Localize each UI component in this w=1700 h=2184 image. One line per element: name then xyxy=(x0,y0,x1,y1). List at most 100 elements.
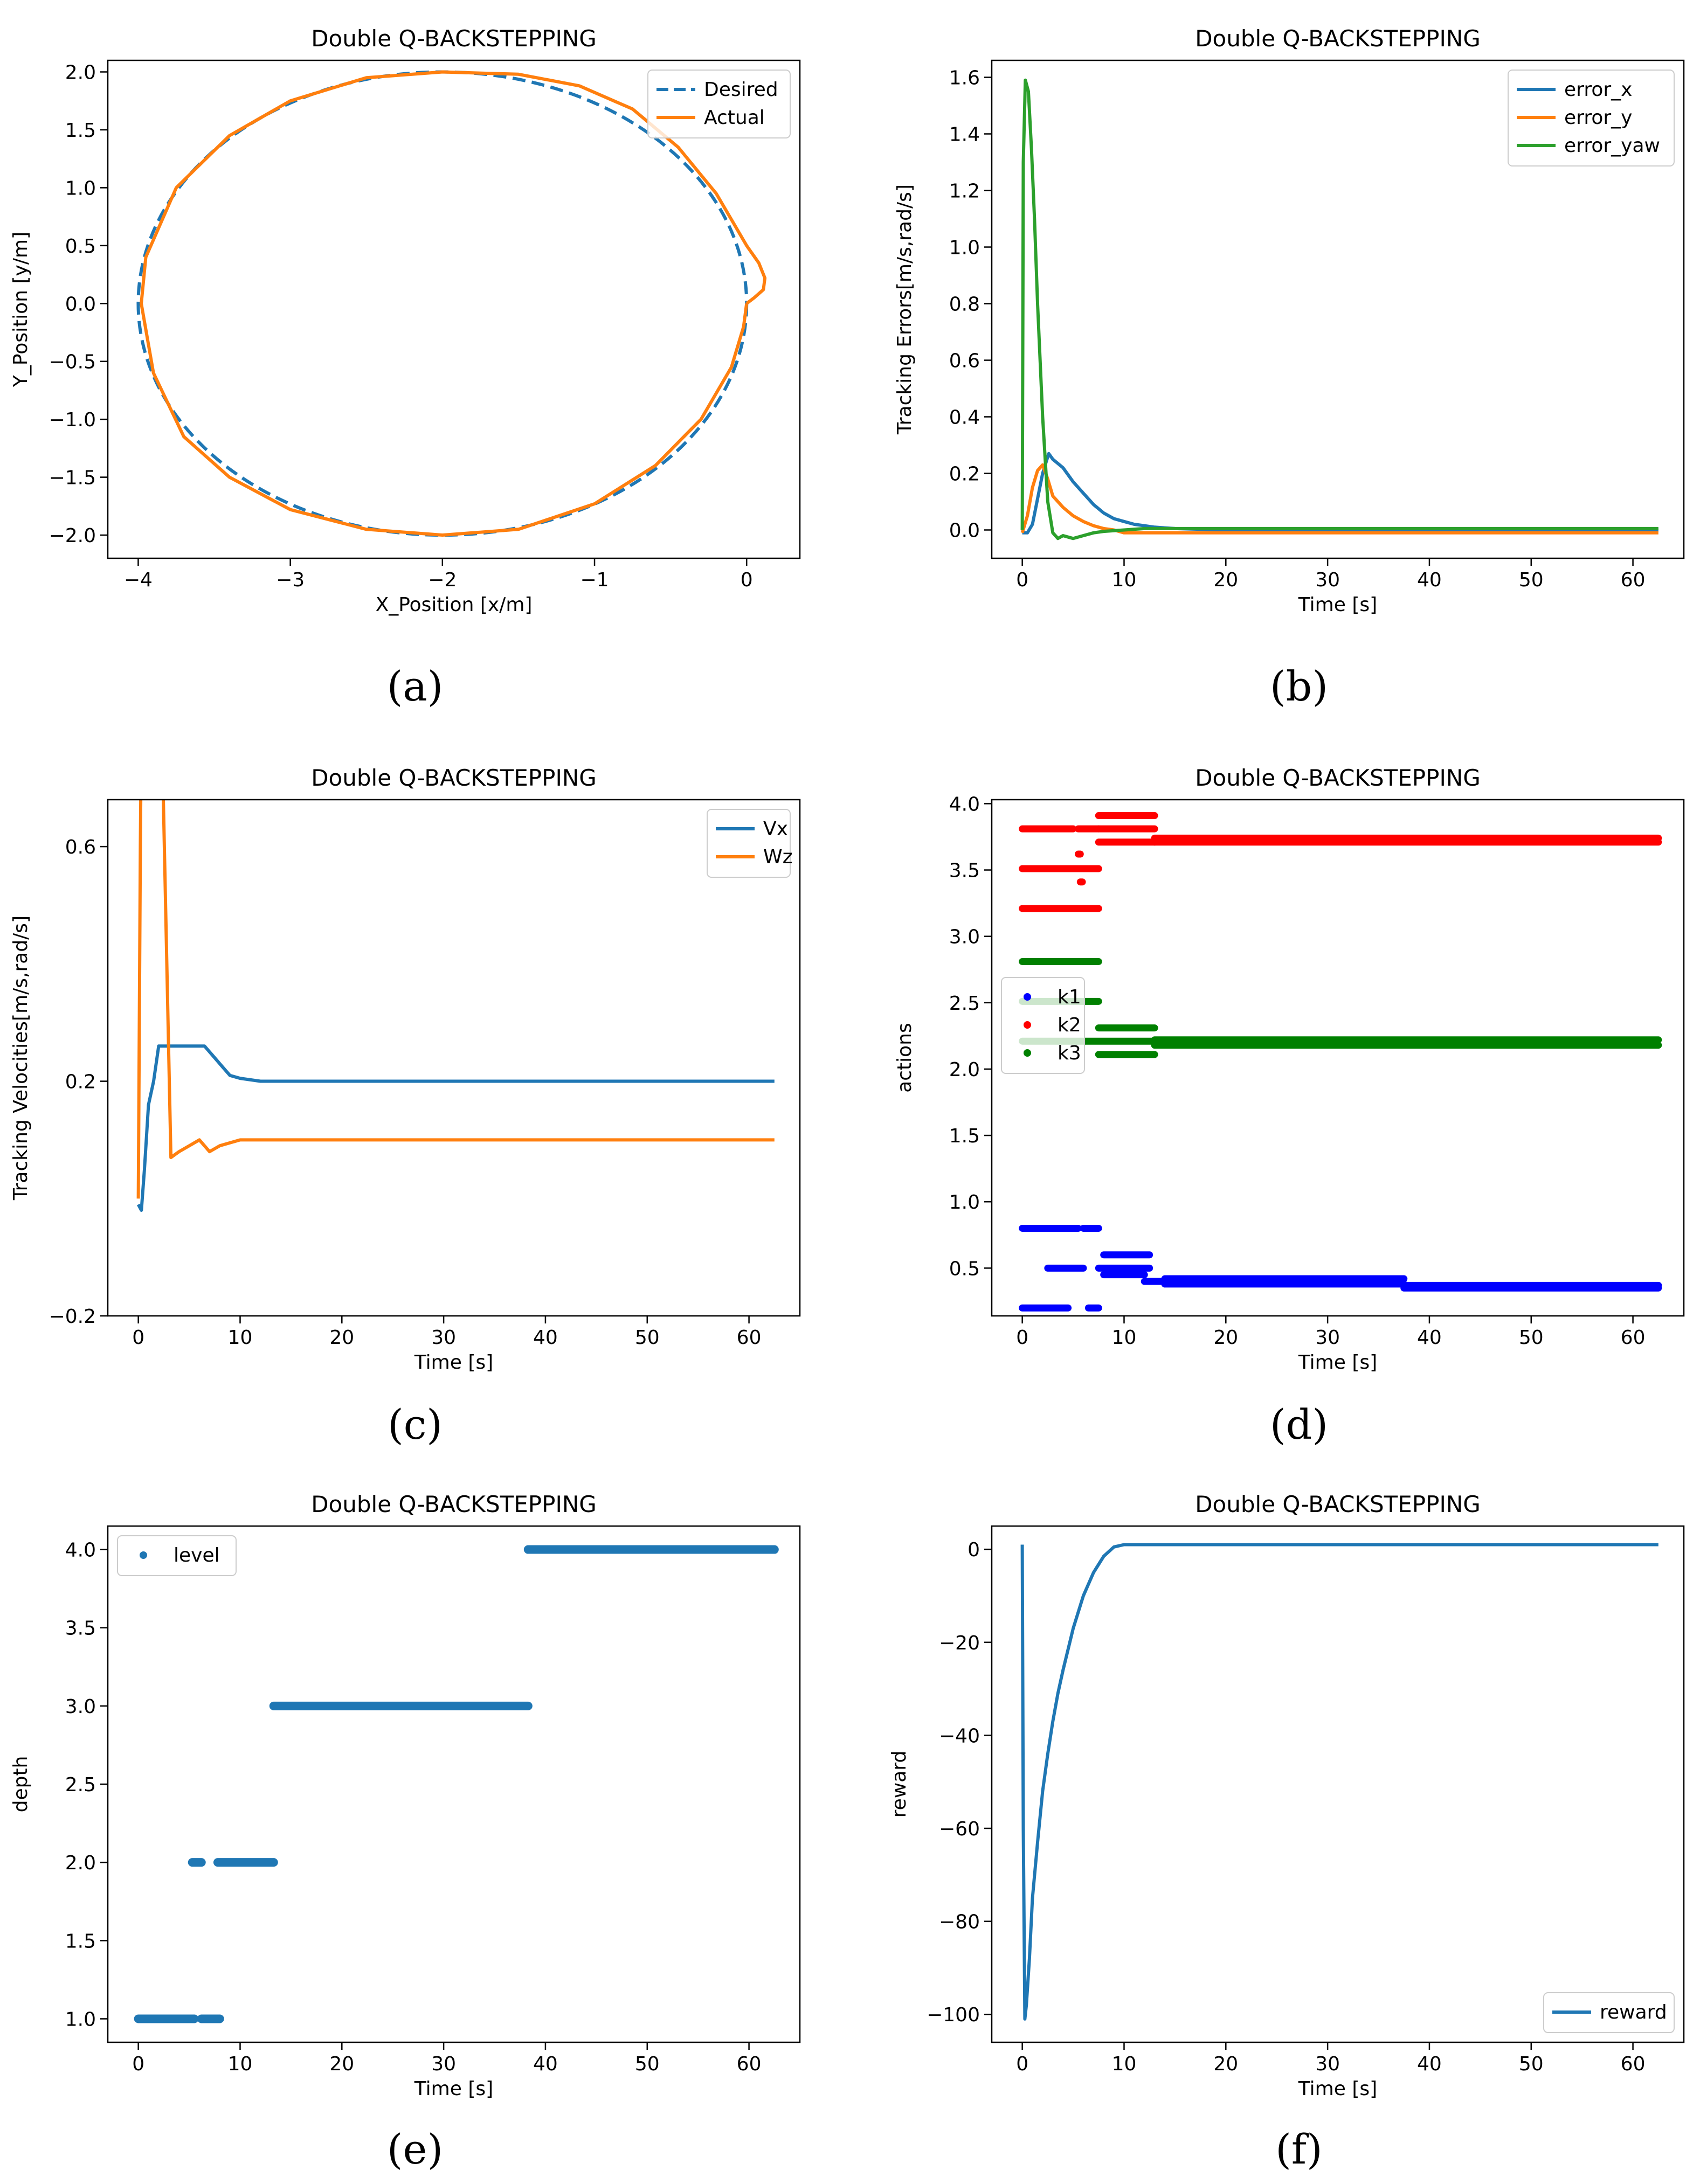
plot-area xyxy=(1019,812,1662,1312)
x-tick-label: 60 xyxy=(1621,1327,1646,1349)
y-tick-label: −1.0 xyxy=(49,409,96,431)
legend-label: reward xyxy=(1600,2001,1667,2023)
chart-title: Double Q-BACKSTEPPING xyxy=(311,25,597,52)
x-axis-label: Time [s] xyxy=(414,2078,493,2100)
y-tick-label: 2.0 xyxy=(65,61,96,84)
legend: Vx Wz xyxy=(707,809,793,878)
x-tick-label: 40 xyxy=(1417,569,1442,591)
panel-caption: (b) xyxy=(1270,662,1328,710)
y-tick-label: 1.0 xyxy=(949,237,980,259)
x-tick-label: 60 xyxy=(737,1327,762,1349)
y-tick-label: 1.5 xyxy=(65,120,96,142)
y-tick-label: −80 xyxy=(939,1911,980,1933)
axes-frame xyxy=(107,1525,801,2043)
x-axis-label: Time [s] xyxy=(414,1351,493,1374)
series-error-y xyxy=(1020,463,1658,535)
series-reward xyxy=(1020,1543,1658,2021)
x-tick-label: 40 xyxy=(533,1327,558,1349)
x-tick-label: −1 xyxy=(580,569,609,591)
x-tick-label: 20 xyxy=(329,1327,354,1349)
y-axis-label: reward xyxy=(888,1751,910,1818)
panel-f: Double Q-BACKSTEPPING 0 10 20 30 40 50 60 −100 −8… xyxy=(888,1491,1685,2173)
x-tick-label: −2 xyxy=(428,569,457,591)
y-tick-label: 4.0 xyxy=(65,1540,96,1562)
series-k2 xyxy=(1019,812,1662,912)
x-tick-label: 50 xyxy=(1519,2053,1544,2075)
y-tick-label: 0.5 xyxy=(65,235,96,258)
legend-box xyxy=(117,1535,237,1576)
legend-label: error_yaw xyxy=(1564,135,1660,157)
legend-marker xyxy=(140,1551,147,1559)
y-tick-label: 2.5 xyxy=(65,1774,96,1796)
x-tick-label: 60 xyxy=(1621,2053,1646,2075)
legend-box xyxy=(1001,977,1085,1074)
y-tick-label: 4.0 xyxy=(949,793,980,815)
chart-title: Double Q-BACKSTEPPING xyxy=(1195,765,1481,791)
series-k3 xyxy=(1019,958,1662,1058)
x-tick-label: 60 xyxy=(737,2053,762,2075)
x-axis-label: X_Position [x/m] xyxy=(376,594,533,616)
legend-box xyxy=(1543,1992,1675,2033)
chart-title: Double Q-BACKSTEPPING xyxy=(311,765,597,791)
x-tick-label: 30 xyxy=(1315,2053,1340,2075)
y-tick-label: 0.6 xyxy=(65,836,96,858)
legend-marker xyxy=(1024,993,1031,1001)
x-tick-label: 20 xyxy=(1213,2053,1238,2075)
series-k1 xyxy=(1019,1224,1662,1312)
y-axis-label: actions xyxy=(894,1023,916,1093)
axes-frame xyxy=(991,799,1685,1317)
x-tick-label: 30 xyxy=(431,1327,456,1349)
series-vx xyxy=(136,1044,775,1212)
y-tick-label: 3.5 xyxy=(949,860,980,882)
legend: k1 k2 k3 xyxy=(1001,977,1085,1074)
x-tick-label: 40 xyxy=(1417,2053,1442,2075)
x-tick-label: 10 xyxy=(228,2053,253,2075)
y-tick-label: −60 xyxy=(939,1818,980,1840)
y-tick-label: −2.0 xyxy=(49,525,96,547)
plot-area xyxy=(136,800,775,1212)
y-tick-label: 3.5 xyxy=(65,1618,96,1640)
panel-b: Double Q-BACKSTEPPING 0 10 20 30 40 50 60 0.0 0.2… xyxy=(894,25,1685,710)
x-tick-label: 30 xyxy=(1315,1327,1340,1349)
x-tick-label: 0 xyxy=(1016,2053,1028,2075)
y-tick-label: 0.6 xyxy=(949,350,980,372)
y-tick-label: 2.0 xyxy=(65,1852,96,1874)
legend-label: k3 xyxy=(1058,1042,1081,1064)
series-error-x xyxy=(1022,452,1658,535)
series-level xyxy=(134,1545,779,2023)
x-tick-label: 20 xyxy=(1213,569,1238,591)
panel-caption: (f) xyxy=(1275,2125,1322,2173)
legend-marker xyxy=(1024,1049,1031,1057)
y-tick-label: 3.0 xyxy=(65,1696,96,1718)
x-tick-label: −4 xyxy=(124,569,153,591)
panel-caption: (c) xyxy=(388,1400,443,1448)
legend-label: k2 xyxy=(1058,1014,1081,1036)
x-axis-label: Time [s] xyxy=(1298,594,1377,616)
x-tick-label: 0 xyxy=(132,2053,144,2075)
legend-box xyxy=(707,809,791,878)
panel-caption: (e) xyxy=(387,2125,443,2173)
y-tick-label: 1.4 xyxy=(949,124,980,146)
series-wz xyxy=(136,800,775,1199)
legend: Desired Actual xyxy=(647,70,791,138)
y-tick-label: 0.8 xyxy=(949,294,980,316)
axes-frame xyxy=(991,59,1685,559)
series-actual xyxy=(140,70,767,537)
x-tick-label: 50 xyxy=(1519,569,1544,591)
legend-label: k1 xyxy=(1058,986,1081,1008)
y-tick-label: −100 xyxy=(927,2004,980,2026)
y-tick-label: 2.5 xyxy=(949,993,980,1015)
legend-marker xyxy=(1024,1021,1031,1029)
x-tick-label: 50 xyxy=(635,1327,660,1349)
y-tick-label: −0.2 xyxy=(49,1306,96,1328)
chart-title: Double Q-BACKSTEPPING xyxy=(311,1491,597,1517)
x-tick-label: 50 xyxy=(1519,1327,1544,1349)
y-tick-label: 2.0 xyxy=(949,1059,980,1081)
x-tick-label: 10 xyxy=(1112,1327,1137,1349)
x-tick-label: 40 xyxy=(533,2053,558,2075)
panel-a: Double Q-BACKSTEPPING −4 −3 −2 −1 0 −2.0 −1.5 −1… xyxy=(10,25,801,710)
x-tick-label: 0 xyxy=(1016,569,1028,591)
x-tick-label: 0 xyxy=(741,569,753,591)
x-tick-label: 20 xyxy=(329,2053,354,2075)
